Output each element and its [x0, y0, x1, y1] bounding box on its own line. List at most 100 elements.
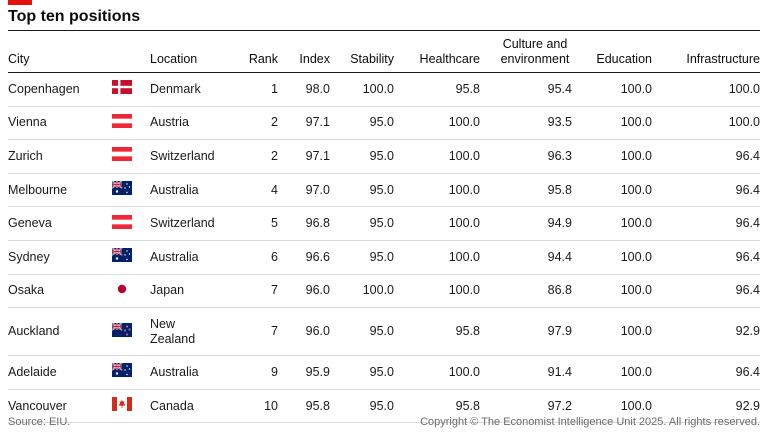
- flag-cell: [94, 389, 150, 424]
- denmark-flag-icon: [112, 80, 132, 98]
- cell-rank: 9: [230, 355, 278, 390]
- cell-city: Vancouver: [8, 389, 94, 424]
- cell-index: 96.8: [278, 206, 330, 241]
- cell-culture: 96.3: [480, 139, 572, 174]
- cell-stability: 95.0: [330, 106, 394, 141]
- table-row: Adelaide Australia 9 95.9 95.0 100.0 91.4 100.0…: [8, 355, 760, 390]
- header-flag: [94, 31, 150, 73]
- cell-healthcare: 100.0: [394, 173, 480, 208]
- cell-location: New Zealand: [150, 307, 230, 357]
- cell-healthcare: 95.8: [394, 72, 480, 107]
- cell-infrastructure: 92.9: [652, 389, 760, 424]
- table-row: Zurich Switzerland 2 97.1 95.0 100.0 96.3 100.0…: [8, 139, 760, 174]
- cell-culture: 93.5: [480, 106, 572, 141]
- cell-infrastructure: 96.4: [652, 206, 760, 241]
- cell-rank: 2: [230, 139, 278, 174]
- australia-flag-icon: [111, 180, 132, 199]
- cell-index: 96.0: [278, 274, 330, 309]
- flag-cell: [94, 307, 150, 357]
- cell-education: 100.0: [572, 274, 652, 309]
- flag-cell: [94, 206, 150, 241]
- cell-rank: 2: [230, 106, 278, 141]
- table-row: Geneva Switzerland 5 96.8 95.0 100.0 94.9 100.0…: [8, 206, 760, 241]
- cell-healthcare: 100.0: [394, 355, 480, 390]
- table-row: Vancouver Canada 10 95.8 95.0 95.8 97.2 100.0 92…: [8, 389, 760, 424]
- header-culture-text: Culture and environment: [500, 37, 570, 66]
- cell-index: 97.1: [278, 139, 330, 174]
- header-education: Education: [572, 31, 652, 73]
- cell-education: 100.0: [572, 72, 652, 107]
- cell-education: 100.0: [572, 173, 652, 208]
- cell-healthcare: 100.0: [394, 274, 480, 309]
- cell-education: 100.0: [572, 206, 652, 241]
- cell-infrastructure: 96.4: [652, 355, 760, 390]
- accent-bar: [8, 0, 32, 5]
- cell-culture: 97.2: [480, 389, 572, 424]
- cell-infrastructure: 100.0: [652, 106, 760, 141]
- flag-cell: [94, 274, 150, 309]
- cell-healthcare: 95.8: [394, 307, 480, 357]
- switzerland-flag-icon: [112, 147, 132, 165]
- cell-location: Australia: [150, 240, 230, 275]
- cell-location: Denmark: [150, 72, 230, 107]
- new-zealand-flag-icon: [111, 322, 132, 341]
- title-rule: [8, 30, 760, 31]
- cell-education: 100.0: [572, 355, 652, 390]
- cell-rank: 6: [230, 240, 278, 275]
- copyright-note: Copyright © The Economist Intelligence U…: [420, 416, 760, 428]
- header-location: Location: [150, 31, 230, 73]
- cell-infrastructure: 96.4: [652, 139, 760, 174]
- cell-infrastructure: 100.0: [652, 72, 760, 107]
- cell-stability: 95.0: [330, 240, 394, 275]
- header-culture: Culture and environment: [480, 31, 572, 73]
- cell-rank: 1: [230, 72, 278, 107]
- source-note: Source: EIU.: [8, 416, 71, 428]
- header-rank: Rank: [230, 31, 278, 73]
- cell-rank: 4: [230, 173, 278, 208]
- flag-cell: [94, 72, 150, 107]
- cell-rank: 10: [230, 389, 278, 424]
- cell-culture: 95.8: [480, 173, 572, 208]
- header-infrastructure: Infrastructure: [652, 31, 760, 73]
- cell-city: Zurich: [8, 139, 94, 174]
- flag-cell: [94, 173, 150, 208]
- cell-stability: 95.0: [330, 389, 394, 424]
- cell-education: 100.0: [572, 307, 652, 357]
- cell-index: 96.0: [278, 307, 330, 357]
- cell-stability: 95.0: [330, 139, 394, 174]
- flag-cell: [94, 106, 150, 141]
- flag-cell: [94, 355, 150, 390]
- header-row: City Location Rank Index Stability Healt…: [8, 31, 760, 73]
- cell-location: Japan: [150, 274, 230, 309]
- cell-education: 100.0: [572, 389, 652, 424]
- cell-education: 100.0: [572, 240, 652, 275]
- cell-index: 97.0: [278, 173, 330, 208]
- cell-location: Australia: [150, 173, 230, 208]
- cell-infrastructure: 96.4: [652, 274, 760, 309]
- switzerland-flag-icon: [112, 214, 132, 233]
- cell-infrastructure: 96.4: [652, 173, 760, 208]
- cell-education: 100.0: [572, 139, 652, 174]
- cell-location: Switzerland: [150, 206, 230, 241]
- cell-stability: 95.0: [330, 173, 394, 208]
- cell-stability: 100.0: [330, 72, 394, 107]
- cell-stability: 95.0: [330, 355, 394, 390]
- cell-culture: 95.4: [480, 72, 572, 107]
- cell-rank: 7: [230, 274, 278, 309]
- table-row: Auckland New Zealand 7 96.0 95.0 95.8 97.9 100.0…: [8, 307, 760, 357]
- austria-flag-icon: [112, 113, 132, 132]
- cell-culture: 94.4: [480, 240, 572, 275]
- table-title: Top ten positions: [8, 8, 141, 25]
- header-city: City: [8, 31, 94, 73]
- cell-stability: 95.0: [330, 307, 394, 357]
- japan-flag-icon: [112, 281, 132, 300]
- flag-cell: [94, 139, 150, 174]
- cell-location: Australia: [150, 355, 230, 390]
- header-index: Index: [278, 31, 330, 73]
- cell-location: Canada: [150, 389, 230, 424]
- cell-city: Sydney: [8, 240, 94, 275]
- cell-healthcare: 100.0: [394, 106, 480, 141]
- cell-healthcare: 95.8: [394, 389, 480, 424]
- cell-rank: 7: [230, 307, 278, 357]
